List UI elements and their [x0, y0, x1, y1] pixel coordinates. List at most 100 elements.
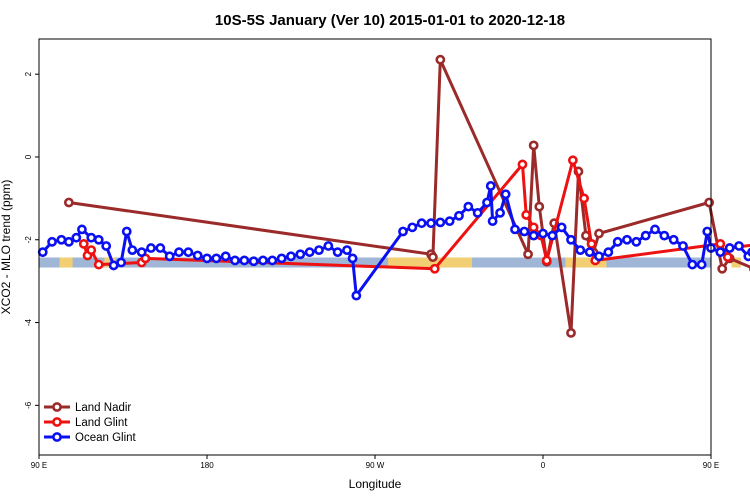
data-point	[659, 230, 670, 241]
data-point	[258, 255, 268, 266]
data-point	[603, 247, 614, 258]
data-point	[541, 255, 552, 266]
x-tick-label: 90 E	[703, 461, 719, 470]
data-point	[519, 226, 530, 237]
data-point	[77, 224, 87, 235]
data-point	[63, 236, 74, 247]
data-point	[407, 222, 418, 233]
data-point	[510, 224, 520, 235]
data-point	[687, 259, 698, 270]
data-point	[495, 207, 505, 218]
data-point	[429, 263, 440, 274]
data-point	[704, 197, 715, 208]
data-point	[37, 247, 48, 258]
data-point	[584, 247, 595, 258]
data-point	[304, 247, 315, 258]
data-point	[487, 216, 498, 227]
data-point	[454, 210, 464, 221]
land-band-segment	[388, 257, 473, 268]
y-tick-label: -2	[24, 236, 33, 244]
y-tick-label: 2	[24, 71, 33, 76]
data-point	[276, 253, 287, 264]
data-point	[528, 230, 539, 241]
data-point	[650, 224, 660, 235]
data-point	[174, 247, 184, 258]
data-point	[444, 216, 455, 227]
data-point	[500, 189, 511, 200]
x-axis-title: Longitude	[349, 477, 402, 491]
chart-title: 10S-5S January (Ver 10) 2015-01-01 to 20…	[215, 12, 565, 29]
data-point	[108, 260, 119, 271]
legend-swatch-marker	[52, 402, 62, 412]
data-point	[722, 252, 733, 263]
data-point	[155, 243, 166, 253]
data-point	[534, 201, 545, 212]
data-point	[612, 236, 623, 247]
data-point	[435, 217, 446, 228]
data-point	[523, 249, 533, 260]
y-axis-title: XCO2 - MLO trend (ppm)	[0, 180, 13, 315]
data-point	[86, 232, 97, 243]
data-point	[472, 207, 483, 218]
data-point	[332, 247, 343, 258]
series-ocean-glint	[37, 181, 750, 301]
data-point	[211, 253, 222, 264]
data-point	[116, 257, 127, 268]
data-point	[567, 155, 578, 166]
legend-swatch-marker	[52, 432, 62, 442]
plot-series	[37, 54, 750, 338]
data-point	[566, 327, 576, 338]
data-point	[248, 256, 259, 267]
legend-label: Ocean Glint	[75, 432, 137, 444]
data-point	[594, 228, 604, 239]
data-point	[435, 54, 446, 65]
x-axis: 90 E 180 90 W 0 90 E	[31, 455, 719, 470]
data-point	[579, 193, 589, 204]
data-point	[239, 255, 250, 266]
data-point	[696, 259, 707, 270]
data-point	[640, 230, 651, 241]
ocean-band	[39, 257, 711, 268]
data-point	[715, 247, 726, 258]
legend-item: Land Nadir	[44, 402, 131, 414]
data-point	[485, 181, 496, 191]
data-point	[295, 249, 306, 260]
data-point	[678, 241, 688, 251]
data-point	[93, 259, 104, 270]
data-point	[566, 234, 576, 245]
data-point	[528, 222, 539, 233]
data-point	[164, 251, 175, 262]
legend-item: Ocean Glint	[44, 432, 137, 444]
data-point	[56, 234, 67, 245]
legend-label: Land Glint	[75, 417, 128, 429]
data-point	[314, 245, 324, 256]
data-point	[71, 232, 82, 243]
data-point	[482, 197, 492, 208]
legend: Land Nadir Land Glint Ocean Glint	[44, 402, 137, 444]
data-point	[631, 236, 642, 247]
data-point	[101, 241, 112, 251]
data-point	[734, 241, 744, 251]
x-tick-label: 90 W	[366, 461, 385, 470]
y-tick-label: -4	[24, 318, 33, 326]
data-point	[323, 241, 334, 251]
data-point	[538, 228, 548, 239]
data-point	[121, 226, 132, 237]
data-point	[146, 243, 156, 253]
data-point	[183, 247, 194, 258]
land-band-segment	[565, 257, 607, 268]
data-point	[702, 226, 713, 237]
data-point	[463, 201, 474, 212]
data-point	[521, 210, 532, 220]
data-point	[668, 234, 679, 245]
data-point	[78, 238, 89, 249]
data-point	[556, 222, 567, 233]
data-point	[724, 243, 735, 253]
data-point	[47, 236, 57, 247]
data-point	[93, 234, 104, 245]
data-point	[267, 255, 278, 266]
data-point	[192, 250, 203, 261]
legend-swatch-marker	[52, 417, 62, 427]
series-line	[41, 184, 750, 298]
data-point	[594, 251, 604, 262]
